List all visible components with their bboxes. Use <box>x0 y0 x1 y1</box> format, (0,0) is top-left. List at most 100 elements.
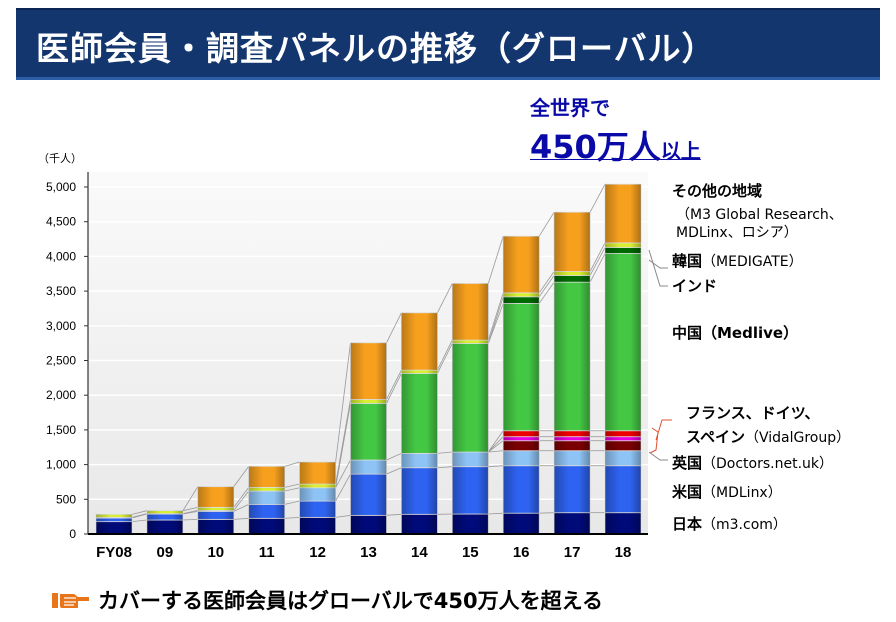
bar-segment-shading <box>248 504 285 519</box>
bar-segment-shading <box>554 465 591 513</box>
bar-segment-shading <box>605 247 641 254</box>
legend-connector-uk <box>648 451 668 461</box>
bar-segment-shading <box>299 487 336 502</box>
legend-korea: 韓国（MEDIGATE） <box>672 250 803 271</box>
y-tick-label: 3,000 <box>46 319 76 333</box>
series-link-line <box>182 518 198 521</box>
legend-india: インド <box>672 277 718 295</box>
series-link-line <box>131 510 147 515</box>
x-tick-label: 09 <box>157 544 174 561</box>
footer-message: カバーする医師会員はグローバルで450万人を超える <box>98 589 603 613</box>
x-tick-label: 16 <box>513 544 530 561</box>
series-link-line <box>437 451 453 454</box>
bar-segment-shading <box>554 271 591 276</box>
series-link-line <box>437 339 453 371</box>
series-link-line <box>589 184 606 213</box>
legend-other-sub1: （M3 Global Research、 <box>676 207 843 223</box>
legend-connector-korea-india <box>648 249 668 287</box>
bar-segment-shading <box>299 517 336 534</box>
bar-segment-shading <box>503 303 540 431</box>
bar-segment-shading <box>452 283 489 341</box>
series-link-line <box>284 516 300 519</box>
series-link-line <box>589 242 606 272</box>
bar-segment-shading <box>554 282 591 431</box>
x-tick-label: FY08 <box>96 544 132 561</box>
legend-eu-line1: フランス、ドイツ、 <box>686 404 820 422</box>
bar-segment-shading <box>503 450 540 466</box>
bar-segment-shading <box>605 253 641 431</box>
series-link-line <box>488 465 504 468</box>
bar-segment-shading <box>452 466 489 515</box>
series-link-line <box>233 504 249 512</box>
series-link-line <box>386 373 402 404</box>
series-link-line <box>488 512 504 515</box>
x-tick-label: 11 <box>259 544 275 561</box>
series-link-line <box>284 461 300 467</box>
bar-segment-shading <box>197 486 234 508</box>
y-tick-label: 4,000 <box>46 249 76 263</box>
y-tick-label: 500 <box>56 492 76 506</box>
bar-segment-shading <box>299 484 336 488</box>
series-link-line <box>488 436 504 453</box>
bar-segment-shading <box>197 511 234 520</box>
headline-small: 以上 <box>660 139 701 163</box>
legend-us-label: 米国 <box>672 483 703 501</box>
bar-segment-shading <box>605 430 641 437</box>
series-link-line <box>437 283 453 314</box>
bar-segment-shading <box>605 242 641 248</box>
bar-segment-shading <box>197 507 234 511</box>
bar-segment-shading <box>248 466 285 488</box>
legend-other: その他の地域 <box>672 180 762 201</box>
legend-eu-label2: スペイン <box>686 428 745 446</box>
bar-segment-shading <box>605 450 641 466</box>
legend-other-sub2: MDLinx、ロシア） <box>676 225 798 241</box>
series-link-line <box>233 490 250 511</box>
bar-segment-shading <box>350 515 387 534</box>
bar-segment-shading <box>503 292 540 297</box>
bar-segment-shading <box>96 521 132 534</box>
headline-big: 450万人 <box>530 128 661 166</box>
bar-segment-shading <box>554 430 591 437</box>
bar-segment-shading <box>503 513 540 534</box>
bar-segment-shading <box>146 510 183 514</box>
x-tick-label: 15 <box>462 544 479 561</box>
legend-uk-label: 英国 <box>672 454 703 472</box>
bar-segment-shading <box>605 184 641 243</box>
bar-segment-shading <box>146 519 183 534</box>
legend-eu-line2: スペイン（VidalGroup） <box>686 426 850 447</box>
bar-segment-shading <box>248 518 285 534</box>
series-link-line <box>335 399 351 485</box>
legend-japan: 日本（m3.com） <box>672 513 787 534</box>
bar-segment-shading <box>503 430 540 437</box>
legend-eu-sub: （VidalGroup） <box>744 430 851 446</box>
headline-line1: 全世界で <box>530 96 610 120</box>
series-link-line <box>487 292 504 341</box>
legend-uk-sub: （Doctors.net.uk） <box>702 456 834 472</box>
title-bar: 医師会員・調査パネルの推移（グローバル） <box>16 8 880 80</box>
series-link-line <box>131 513 147 518</box>
pointing-hand-icon <box>52 593 89 608</box>
x-tick-label: 17 <box>564 544 581 561</box>
series-link-line <box>233 487 250 508</box>
bar-segment-shading <box>452 452 489 467</box>
series-link-line <box>284 487 300 492</box>
bar-segment-shading <box>503 465 540 514</box>
bar-segment-shading <box>605 436 641 441</box>
bar-segment-shading <box>401 514 438 534</box>
series-link-line <box>182 506 198 512</box>
bar-segment-shading <box>503 236 540 293</box>
series-link-line <box>487 430 504 453</box>
series-link-line <box>487 236 504 284</box>
bar-segment-shading <box>554 512 591 534</box>
series-link-line <box>386 369 402 400</box>
bar-segment-shading <box>146 514 183 520</box>
bar-segment-shading <box>299 501 336 518</box>
series-link-line <box>284 500 300 505</box>
legend-bracket-eu <box>649 419 672 454</box>
bar-segment-shading <box>452 340 489 344</box>
series-link-line <box>182 486 199 511</box>
legend-china: 中国（Medlive） <box>672 324 799 342</box>
series-link-line <box>538 271 555 294</box>
legend-us-sub: （MDLinx） <box>702 485 782 501</box>
